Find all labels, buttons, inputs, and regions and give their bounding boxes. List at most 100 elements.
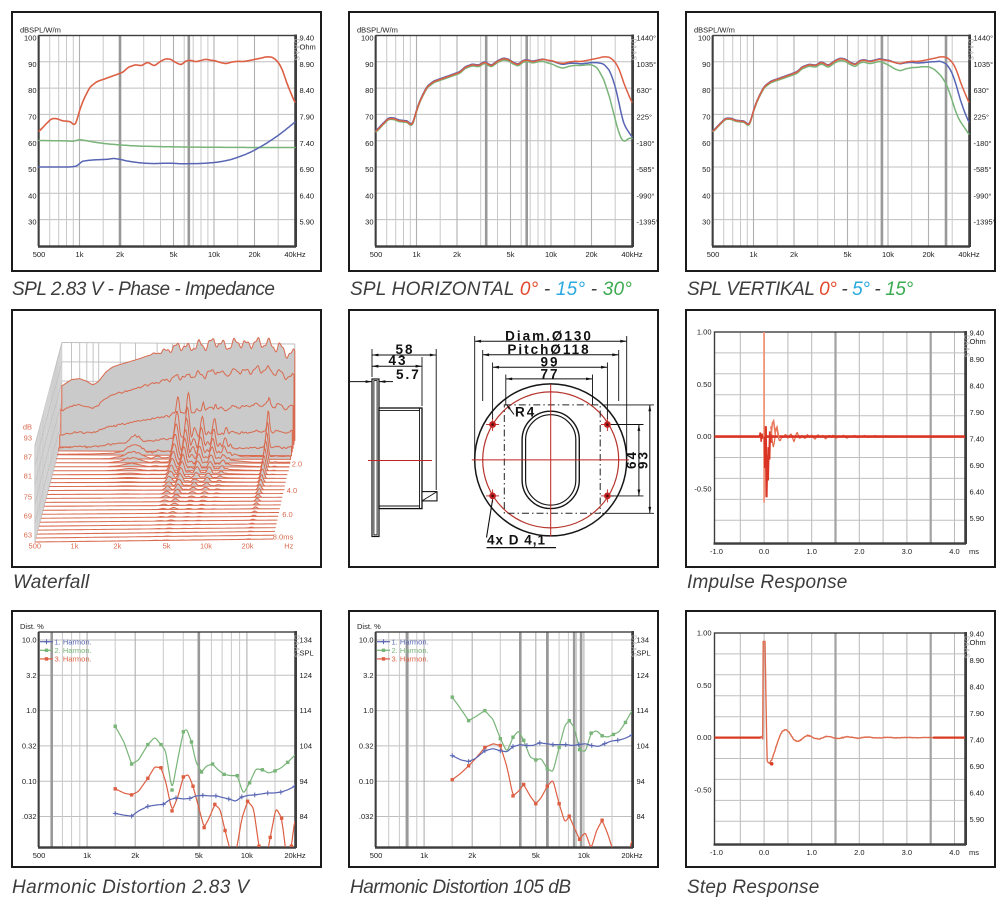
svg-text:1k: 1k bbox=[83, 851, 91, 860]
svg-text:3.0: 3.0 bbox=[902, 547, 912, 556]
svg-text:100: 100 bbox=[24, 34, 37, 43]
svg-text:2k: 2k bbox=[131, 851, 139, 860]
svg-text:10k: 10k bbox=[241, 851, 253, 860]
svg-text:60: 60 bbox=[28, 139, 36, 148]
svg-text:1.00: 1.00 bbox=[697, 629, 712, 638]
svg-text:ms: ms bbox=[969, 547, 979, 556]
svg-text:6.40: 6.40 bbox=[300, 191, 315, 200]
svg-text:DAAS: DAAS bbox=[630, 635, 637, 658]
svg-text:500: 500 bbox=[29, 542, 42, 551]
svg-text:90: 90 bbox=[365, 60, 373, 69]
svg-text:84: 84 bbox=[300, 812, 308, 821]
svg-text:dB: dB bbox=[23, 423, 32, 432]
svg-text:50: 50 bbox=[28, 165, 36, 174]
svg-text:93: 93 bbox=[24, 434, 32, 443]
svg-text:1.00: 1.00 bbox=[697, 328, 712, 337]
svg-text:1. Harmon.: 1. Harmon. bbox=[55, 637, 92, 646]
svg-text:SPL: SPL bbox=[300, 649, 314, 658]
svg-text:93: 93 bbox=[636, 450, 651, 469]
svg-text:Ohm: Ohm bbox=[300, 43, 316, 52]
svg-text:70: 70 bbox=[28, 113, 36, 122]
svg-text:1k: 1k bbox=[750, 250, 758, 259]
svg-text:5.90: 5.90 bbox=[970, 815, 985, 824]
svg-text:630°: 630° bbox=[974, 86, 990, 95]
svg-text:100: 100 bbox=[361, 34, 374, 43]
svg-text:87: 87 bbox=[24, 453, 32, 462]
svg-text:2k: 2k bbox=[790, 250, 798, 259]
svg-text:6.0: 6.0 bbox=[282, 510, 292, 519]
svg-text:5k: 5k bbox=[844, 250, 852, 259]
svg-text:1.0: 1.0 bbox=[26, 706, 36, 715]
svg-text:40: 40 bbox=[28, 191, 36, 200]
svg-text:20k: 20k bbox=[241, 542, 253, 551]
svg-text:PitchØ118: PitchØ118 bbox=[507, 342, 590, 357]
svg-text:10k: 10k bbox=[882, 250, 894, 259]
svg-text:2. Harmon.: 2. Harmon. bbox=[55, 646, 92, 655]
svg-text:80: 80 bbox=[702, 86, 710, 95]
svg-text:90: 90 bbox=[702, 60, 710, 69]
svg-text:dBSPL/W/m: dBSPL/W/m bbox=[20, 26, 61, 35]
svg-text:-1.0: -1.0 bbox=[710, 547, 723, 556]
svg-text:500: 500 bbox=[33, 250, 46, 259]
svg-text:-0.50: -0.50 bbox=[694, 786, 711, 795]
svg-text:500: 500 bbox=[33, 851, 46, 860]
svg-text:8.0ms: 8.0ms bbox=[273, 533, 294, 542]
svg-text:Ohm: Ohm bbox=[970, 337, 986, 346]
svg-text:0.10: 0.10 bbox=[22, 777, 37, 786]
svg-text:40: 40 bbox=[702, 191, 710, 200]
svg-text:0.32: 0.32 bbox=[359, 742, 374, 751]
svg-text:Diam.Ø130: Diam.Ø130 bbox=[505, 328, 593, 343]
svg-text:10k: 10k bbox=[545, 250, 557, 259]
svg-text:4.0: 4.0 bbox=[949, 848, 959, 857]
svg-text:64: 64 bbox=[624, 450, 639, 469]
svg-text:-585°: -585° bbox=[974, 165, 992, 174]
svg-text:0.0: 0.0 bbox=[759, 848, 769, 857]
svg-text:2k: 2k bbox=[468, 851, 476, 860]
svg-text:75: 75 bbox=[24, 492, 32, 501]
svg-text:R4: R4 bbox=[515, 405, 536, 420]
svg-text:40: 40 bbox=[365, 191, 373, 200]
svg-text:8.40: 8.40 bbox=[300, 86, 315, 95]
svg-text:8.40: 8.40 bbox=[970, 382, 985, 391]
svg-text:20kHz: 20kHz bbox=[621, 851, 643, 860]
svg-text:1035°: 1035° bbox=[637, 60, 657, 69]
svg-text:7.40: 7.40 bbox=[970, 735, 985, 744]
svg-text:Dist. %: Dist. % bbox=[357, 622, 381, 631]
svg-text:1k: 1k bbox=[413, 250, 421, 259]
svg-text:-990°: -990° bbox=[637, 191, 655, 200]
svg-text:69: 69 bbox=[24, 511, 32, 520]
svg-text:50: 50 bbox=[365, 165, 373, 174]
svg-text:114: 114 bbox=[300, 706, 312, 715]
svg-text:DAAS: DAAS bbox=[967, 39, 974, 62]
svg-text:-1395°: -1395° bbox=[974, 218, 996, 227]
svg-text:.032: .032 bbox=[359, 812, 374, 821]
svg-text:8.40: 8.40 bbox=[970, 683, 985, 692]
svg-text:225°: 225° bbox=[974, 113, 990, 122]
svg-text:104: 104 bbox=[300, 742, 313, 751]
svg-text:DAAS: DAAS bbox=[963, 636, 970, 659]
svg-text:50: 50 bbox=[702, 165, 710, 174]
svg-text:500: 500 bbox=[370, 250, 383, 259]
svg-text:1k: 1k bbox=[76, 250, 84, 259]
svg-text:5k: 5k bbox=[195, 851, 203, 860]
svg-text:134: 134 bbox=[300, 636, 313, 645]
svg-text:9.40: 9.40 bbox=[970, 329, 985, 338]
svg-text:104: 104 bbox=[637, 742, 650, 751]
svg-text:DAAS: DAAS bbox=[293, 635, 300, 658]
svg-text:0.00: 0.00 bbox=[697, 432, 712, 441]
svg-text:5.90: 5.90 bbox=[300, 218, 315, 227]
svg-text:0.50: 0.50 bbox=[697, 681, 712, 690]
svg-text:3.0: 3.0 bbox=[902, 848, 912, 857]
svg-text:1.0: 1.0 bbox=[806, 848, 816, 857]
svg-text:5.7: 5.7 bbox=[396, 367, 421, 382]
svg-text:6.90: 6.90 bbox=[970, 461, 985, 470]
svg-text:1.0: 1.0 bbox=[363, 706, 373, 715]
svg-text:2k: 2k bbox=[113, 542, 121, 551]
svg-text:6.40: 6.40 bbox=[970, 788, 985, 797]
svg-text:SPL: SPL bbox=[637, 649, 651, 658]
svg-text:2. Harmon.: 2. Harmon. bbox=[392, 646, 429, 655]
svg-text:80: 80 bbox=[365, 86, 373, 95]
svg-text:63: 63 bbox=[24, 530, 32, 539]
svg-text:500: 500 bbox=[707, 250, 720, 259]
svg-text:1440°: 1440° bbox=[974, 34, 994, 43]
